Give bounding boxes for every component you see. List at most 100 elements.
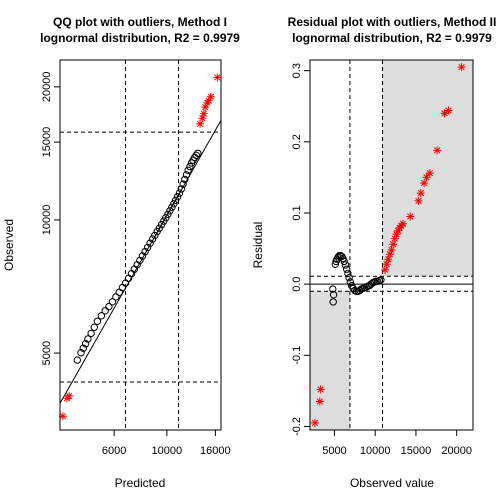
qq-y-axis-label: Observed	[2, 219, 16, 271]
qq-inlier-point	[105, 302, 113, 311]
residual-plot-frame	[309, 59, 474, 431]
qq-y-tick-label: 15000	[41, 127, 53, 158]
residual-inlier-point	[329, 291, 338, 299]
residual-outlier-point	[398, 219, 407, 228]
residual-outlier-point	[382, 260, 391, 269]
qq-x-tick-label: 16000	[200, 445, 231, 457]
residual-inlier-point	[346, 278, 354, 286]
residual-outlier-point	[457, 63, 466, 72]
residual-outlier-point	[394, 226, 402, 235]
qq-inlier-point	[81, 340, 90, 348]
qq-x-tick-label: 10000	[152, 445, 183, 457]
residual-outlier-point	[392, 230, 401, 239]
qq-inlier-point	[172, 196, 180, 205]
residual-outlier-point	[390, 234, 399, 243]
qq-inlier-point	[181, 175, 189, 184]
qq-inlier-point	[186, 162, 194, 171]
residual-outlier-point	[416, 189, 425, 198]
residual-inlier-point	[329, 298, 337, 306]
residual-outlier-point	[406, 212, 415, 221]
residual-outlier-point	[425, 169, 434, 178]
qq-inlier-point	[170, 200, 178, 208]
residual-inlier-point	[343, 265, 351, 273]
residual-x-axis-label: Observed value	[350, 476, 434, 490]
qq-outlier-point	[198, 114, 207, 123]
residual-y-tick-label: 0.2	[291, 134, 303, 149]
qq-inlier-point	[155, 224, 164, 232]
qq-inlier-point	[90, 323, 99, 331]
qq-x-axis-label: Predicted	[115, 476, 166, 490]
residual-shaded-region	[382, 60, 473, 277]
qq-inlier-point	[141, 247, 149, 256]
residual-x-tick-label: 20000	[441, 445, 472, 457]
residual-outlier-point	[444, 106, 453, 115]
qq-inlier-point	[168, 203, 176, 212]
residual-outlier-point	[310, 418, 319, 427]
qq-inlier-point	[192, 151, 201, 160]
qq-inlier-point	[79, 344, 88, 352]
qq-inlier-point	[179, 180, 187, 188]
qq-inlier-point	[184, 166, 192, 175]
residual-outlier-point	[315, 397, 324, 406]
residual-subtitle: lognormal distribution, R2 = 0.9979	[292, 31, 492, 45]
qq-outlier-point	[206, 92, 215, 101]
qq-outlier-point	[204, 96, 213, 105]
qq-inlier-point	[112, 293, 120, 301]
qq-inlier-point	[97, 312, 106, 320]
residual-outlier-point	[385, 250, 394, 259]
qq-inlier-point	[143, 243, 152, 252]
qq-outlier-point	[196, 119, 205, 128]
qq-inlier-point	[101, 307, 109, 315]
qq-y-tick-label: 20000	[41, 72, 53, 103]
residual-panel: Residual plot with outliers, Method II l…	[251, 15, 496, 490]
qq-plot-frame	[59, 59, 222, 431]
residual-outlier-point	[381, 265, 389, 274]
residual-x-tick-label: 15000	[401, 445, 432, 457]
qq-subtitle: lognormal distribution, R2 = 0.9979	[40, 31, 240, 45]
residual-title: Residual plot with outliers, Method II	[288, 15, 497, 29]
qq-panel: QQ plot with outliers, Method I lognorma…	[2, 15, 240, 490]
qq-inlier-point	[175, 189, 184, 197]
qq-inlier-point	[148, 235, 157, 243]
qq-inlier-point	[84, 335, 92, 343]
residual-y-tick-label: 0.0	[291, 276, 303, 291]
qq-inlier-point	[77, 349, 85, 357]
qq-inlier-point	[173, 193, 182, 201]
qq-inlier-point	[146, 239, 154, 247]
residual-y-axis-label: Residual	[251, 222, 265, 269]
qq-inlier-point	[194, 149, 202, 158]
residual-outlier-point	[387, 246, 396, 254]
residual-outlier-point	[440, 109, 449, 118]
qq-outlier-point	[201, 103, 210, 112]
residual-inlier-point	[345, 274, 353, 282]
residual-outlier-point	[420, 179, 429, 188]
residual-inlier-point	[344, 269, 352, 278]
residual-y-tick-label: -0.2	[291, 417, 303, 436]
qq-inlier-point	[73, 356, 82, 364]
qq-title: QQ plot with outliers, Method I	[53, 15, 227, 29]
qq-fit-line	[59, 120, 222, 404]
qq-inlier-point	[182, 171, 191, 179]
residual-inlier-point	[377, 276, 385, 284]
residual-x-tick-label: 5000	[322, 445, 346, 457]
residual-outlier-point	[422, 173, 431, 182]
qq-inlier-point	[177, 185, 186, 193]
qq-inlier-point	[115, 288, 123, 296]
residual-y-tick-label: 0.3	[291, 63, 303, 78]
qq-inlier-point	[151, 231, 159, 240]
qq-inlier-point	[87, 329, 95, 338]
residual-outlier-point	[433, 146, 442, 155]
qq-outlier-point	[213, 73, 222, 82]
qq-inlier-point	[118, 283, 127, 292]
residual-outlier-point	[316, 385, 325, 394]
residual-inlier-point	[341, 261, 350, 269]
qq-inlier-point	[108, 298, 117, 306]
qq-x-tick-label: 6000	[102, 445, 126, 457]
residual-inlier-point	[340, 257, 348, 266]
qq-y-tick-label: 10000	[41, 205, 53, 236]
residual-outlier-point	[389, 240, 398, 249]
residual-y-tick-label: 0.1	[291, 205, 303, 220]
residual-shaded-region	[310, 291, 350, 430]
qq-inlier-point	[93, 317, 102, 325]
